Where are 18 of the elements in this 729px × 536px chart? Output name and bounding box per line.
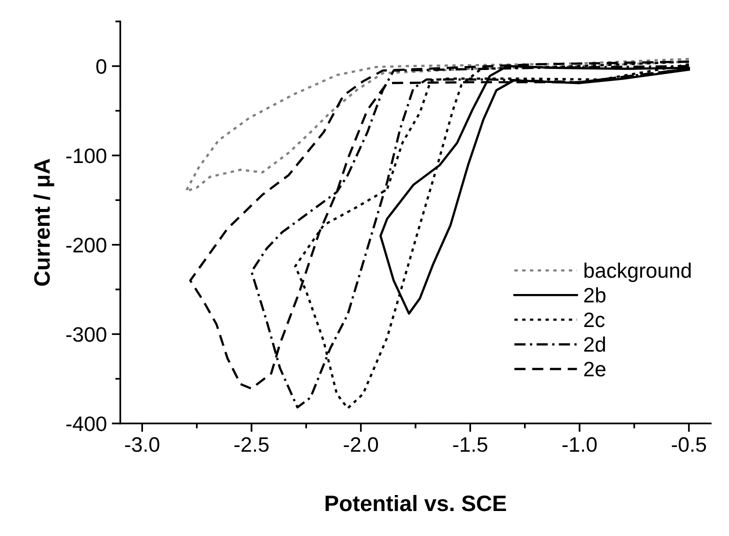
x-tick-label: -0.5 [672, 437, 706, 452]
y-tick-label: -300 [66, 327, 106, 342]
legend-label: 2d [584, 336, 605, 352]
x-tick-label: -2.0 [344, 437, 378, 452]
y-tick-label: -200 [66, 238, 106, 253]
x-tick-label: -1.0 [562, 437, 597, 452]
legend-label: background [584, 262, 691, 282]
x-axis-title: Potential vs. SCE [326, 494, 506, 512]
legend-label: 2c [584, 312, 605, 328]
x-tick-label: -2.5 [234, 437, 269, 452]
y-axis-title: Current / μA [34, 158, 54, 286]
y-tick-label: -400 [66, 416, 106, 432]
legend-label: 2e [584, 362, 606, 376]
y-tick-label: 0 [96, 59, 106, 74]
x-tick-label: -1.5 [453, 437, 488, 452]
y-tick-label: -100 [66, 148, 106, 164]
x-tick-label: -3.0 [125, 437, 160, 452]
legend-label: 2b [584, 287, 606, 303]
